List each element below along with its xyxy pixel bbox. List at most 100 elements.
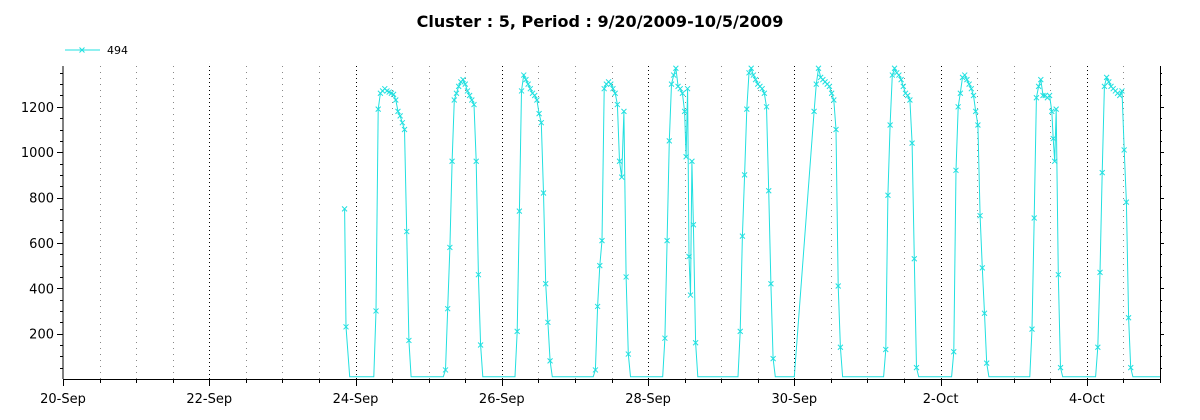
data-point: [455, 83, 462, 90]
data-point: [531, 92, 538, 99]
data-point: [341, 206, 348, 212]
data-point: [1055, 271, 1062, 278]
data-point: [737, 328, 744, 335]
data-point: [1097, 269, 1103, 276]
data-point: [835, 283, 842, 289]
data-point: [761, 90, 768, 97]
y-tick-label: 1200: [21, 101, 54, 116]
chart-title: Cluster : 5, Period : 9/20/2009-10/5/200…: [417, 12, 784, 31]
data-point: [527, 85, 534, 92]
data-point: [477, 342, 484, 348]
gridlines: [100, 66, 1124, 379]
data-point: [520, 72, 527, 78]
data-point: [596, 262, 603, 269]
data-point: [599, 237, 605, 244]
data-point: [961, 72, 968, 78]
data-point: [406, 337, 412, 344]
data-point: [666, 137, 673, 144]
data-point: [464, 88, 471, 94]
series-line-494: [344, 66, 1160, 378]
y-tick-label: 400: [29, 282, 54, 297]
series-layer: [341, 65, 1160, 378]
data-point: [540, 190, 547, 196]
data-point: [748, 65, 755, 72]
y-tick-label: 800: [29, 192, 54, 207]
data-point: [770, 355, 776, 362]
data-point: [607, 81, 614, 87]
data-point: [475, 271, 482, 278]
data-point: [826, 83, 833, 90]
data-point: [759, 85, 766, 92]
plot-area: [63, 66, 1160, 379]
data-point: [444, 305, 451, 312]
y-tick-labels: 200 400 600 800 1000 1200: [21, 101, 54, 343]
data-point: [460, 76, 466, 83]
data-point: [547, 358, 553, 364]
data-point: [1099, 169, 1106, 176]
data-point: [1029, 326, 1035, 332]
data-point: [343, 323, 349, 330]
data-point: [625, 351, 632, 357]
axes: [57, 66, 1164, 386]
data-point: [449, 158, 455, 165]
data-point: [813, 81, 820, 87]
data-point: [904, 92, 911, 99]
data-point: [1123, 199, 1130, 205]
data-point: [399, 119, 406, 126]
data-point: [1121, 147, 1128, 153]
data-point: [614, 101, 621, 108]
data-point: [442, 367, 449, 373]
data-point: [525, 81, 531, 87]
data-point: [889, 72, 896, 78]
data-point: [811, 108, 817, 115]
data-point: [1103, 74, 1110, 81]
data-point: [1057, 364, 1064, 371]
data-point: [970, 92, 977, 99]
data-point: [594, 303, 601, 310]
x-tick-label: 22-Sep: [186, 392, 232, 407]
data-point: [538, 119, 545, 126]
data-point: [972, 108, 979, 115]
legend-label: 494: [107, 44, 128, 57]
data-point: [768, 280, 774, 287]
data-point: [684, 85, 691, 92]
data-point: [1035, 83, 1042, 90]
data-point: [373, 308, 379, 314]
data-point: [473, 158, 480, 165]
data-point: [1053, 106, 1060, 112]
data-point: [911, 255, 918, 262]
data-point: [907, 97, 913, 103]
legend-marker: [79, 47, 85, 53]
data-point: [1127, 364, 1134, 371]
data-point: [957, 90, 964, 97]
data-point: [950, 348, 957, 355]
data-point: [1040, 92, 1046, 99]
data-point: [536, 110, 542, 117]
data-point: [616, 158, 623, 165]
data-point: [1116, 92, 1123, 99]
y-tick-label: 1000: [21, 146, 54, 161]
data-point: [401, 126, 408, 133]
data-point: [403, 228, 410, 235]
data-point: [390, 91, 397, 98]
data-point: [913, 364, 920, 371]
data-point: [1051, 158, 1058, 165]
data-point: [621, 108, 627, 115]
data-point: [896, 72, 902, 78]
x-tick-label: 4-Oct: [1069, 392, 1105, 407]
data-point: [1101, 83, 1108, 90]
data-point: [466, 92, 473, 99]
data-point: [679, 90, 686, 97]
data-point: [964, 76, 970, 83]
data-point: [979, 265, 986, 271]
plot-background: [63, 66, 1160, 379]
data-point: [514, 328, 521, 335]
x-tick-label: 20-Sep: [40, 392, 86, 407]
data-point: [1105, 79, 1112, 85]
x-tick-label: 2-Oct: [923, 392, 959, 407]
data-point: [763, 103, 770, 110]
data-point: [392, 97, 399, 103]
data-point: [885, 192, 891, 199]
